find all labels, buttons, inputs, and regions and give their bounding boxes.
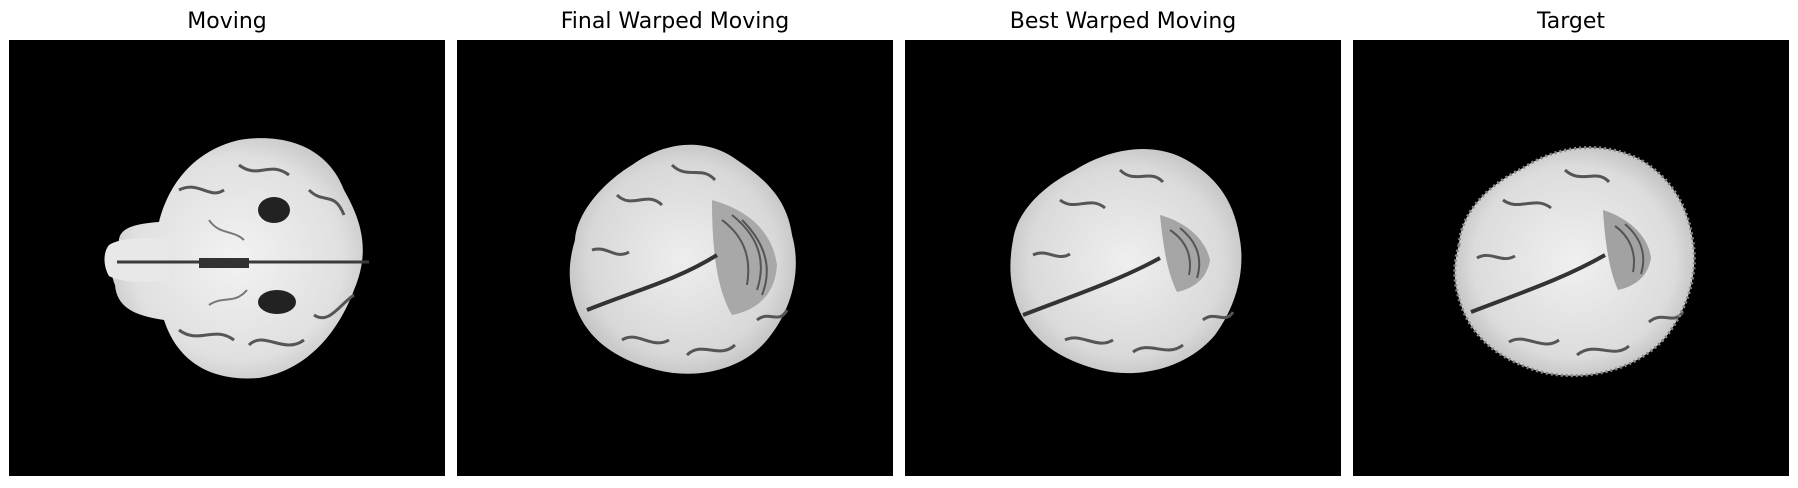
image-best-warped-moving xyxy=(905,40,1341,476)
panel-title-moving: Moving xyxy=(187,9,267,34)
panel-title-best-warped-moving: Best Warped Moving xyxy=(1009,9,1237,34)
brain-scan-target xyxy=(1353,40,1789,476)
image-target xyxy=(1353,40,1789,476)
image-moving xyxy=(9,40,445,476)
panel-title-target: Target xyxy=(1536,9,1606,34)
image-final-warped-moving xyxy=(457,40,893,476)
panel-final-warped-moving: Final Warped Moving xyxy=(457,0,893,488)
panel-moving: Moving xyxy=(9,0,445,488)
panel-best-warped-moving: Best Warped Moving xyxy=(905,0,1341,488)
brain-scan-moving xyxy=(9,40,445,476)
brain-scan-best-warped xyxy=(905,40,1341,476)
brain-scan-final-warped xyxy=(457,40,893,476)
panel-title-final-warped-moving: Final Warped Moving xyxy=(560,9,790,34)
panel-target: Target xyxy=(1353,0,1789,488)
